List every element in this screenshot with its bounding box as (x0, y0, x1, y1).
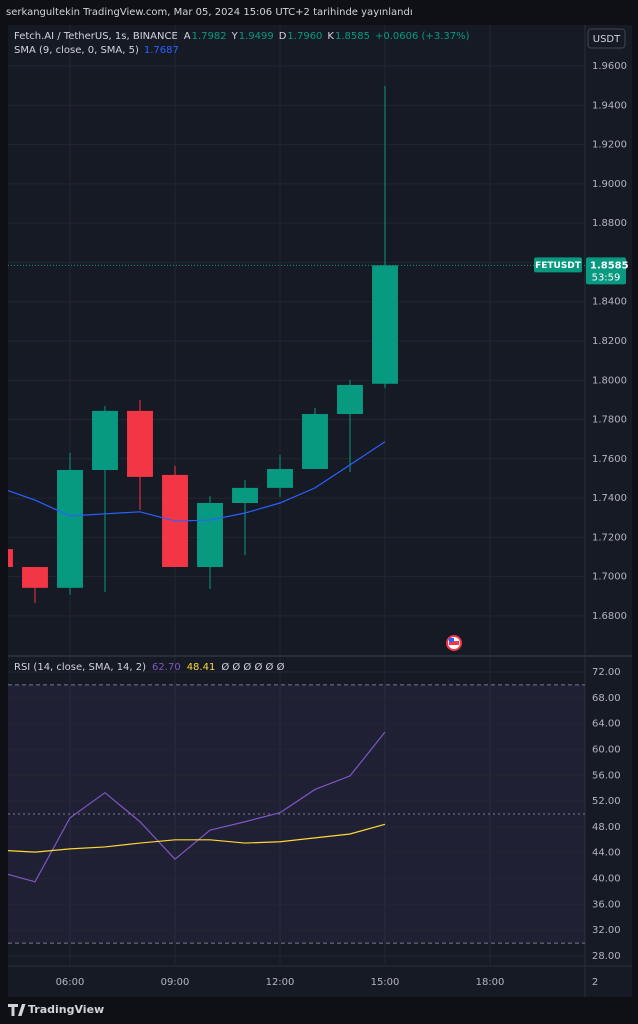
y-tick-label: 1.7800 (592, 415, 627, 426)
sma-line (8, 441, 386, 522)
y-tick-label: 56.00 (592, 770, 621, 781)
ohlc-label: D (279, 31, 287, 42)
y-tick-label: 28.00 (592, 951, 621, 962)
sma-legend-name: SMA (9, close, 0, SMA, 5) (14, 45, 139, 56)
candle-body (232, 487, 258, 503)
rsi-legend-title: RSI (14, close, SMA, 14, 2) (14, 662, 146, 673)
plot (8, 731, 386, 883)
sma-legend-value: 1.7687 (144, 45, 179, 56)
chart-area (8, 25, 632, 997)
rsi-legend-value: 48.41 (187, 662, 216, 673)
currency-button-label[interactable]: USDT (593, 34, 621, 45)
brand: TradingView (8, 1003, 104, 1016)
ohlc-label: Y (231, 31, 239, 42)
y-tick-label: 36.00 (592, 899, 621, 910)
y-tick-label: 40.00 (592, 874, 621, 885)
candle-body (57, 470, 83, 588)
y-tick-label: 1.7600 (592, 454, 627, 465)
brand-name: TradingView (28, 1003, 104, 1016)
y-tick-label: 1.8800 (592, 218, 627, 229)
rsi-line (8, 731, 386, 883)
x-tick-label: 06:00 (56, 977, 85, 988)
y-tick-label: 1.7200 (592, 532, 627, 543)
publish-note: serkangultekin TradingView.com, Mar 05, … (6, 7, 413, 18)
ohlc-label: K (327, 31, 334, 42)
symbol-tag (534, 257, 582, 273)
symbol-tag-label: FETUSDT (535, 261, 582, 271)
candle-body (337, 384, 363, 415)
price-tag-value: 1.8585 (590, 260, 629, 271)
ohlc-value: 1.9499 (239, 31, 274, 42)
candle-body (267, 469, 293, 488)
x-tick-label: 2 (592, 977, 598, 988)
y-tick-label: 64.00 (592, 719, 621, 730)
y-tick-label: 72.00 (592, 667, 621, 678)
candle-body (127, 410, 153, 477)
y-tick-label: 68.00 (592, 693, 621, 704)
rsi-line (8, 823, 386, 853)
x-tick-label: 12:00 (266, 977, 295, 988)
candle-body (22, 567, 48, 588)
y-tick-label: 1.7400 (592, 493, 627, 504)
price-tag (586, 257, 626, 285)
y-tick-label: 32.00 (592, 925, 621, 936)
plot (8, 85, 585, 603)
y-tick-label: 48.00 (592, 822, 621, 833)
y-tick-label: 52.00 (592, 796, 621, 807)
y-tick-label: 1.8400 (592, 297, 627, 308)
y-tick-label: 1.8200 (592, 336, 627, 347)
ohlc-value: 1.7960 (287, 31, 322, 42)
candle-body (372, 265, 398, 384)
rsi-legend-extra: Ø Ø Ø Ø Ø Ø (221, 661, 284, 673)
y-tick-label: 1.6800 (592, 611, 627, 622)
legend-title: Fetch.AI / TetherUS, 1s, BINANCE (14, 31, 178, 42)
y-tick-label: 1.9000 (592, 179, 627, 190)
currency-button[interactable] (587, 28, 626, 49)
candle-body (197, 502, 223, 568)
candle-body (92, 410, 118, 471)
y-tick-label: 1.9200 (592, 140, 627, 151)
x-tick-label: 09:00 (161, 977, 190, 988)
candle-body (302, 414, 328, 470)
rsi-legend-value: 62.70 (152, 662, 181, 673)
x-tick-label: 15:00 (371, 977, 400, 988)
ohlc-label: A (184, 31, 191, 42)
ohlc-value: 1.8585 (335, 31, 370, 42)
candle-body (8, 549, 13, 568)
y-tick-label: 1.9400 (592, 100, 627, 111)
ohlc-value: 1.7982 (192, 31, 227, 42)
y-tick-label: 1.8000 (592, 375, 627, 386)
flag-icon (446, 635, 462, 651)
y-tick-label: 44.00 (592, 848, 621, 859)
y-tick-label: 1.9600 (592, 61, 627, 72)
y-tick-label: 1.7000 (592, 572, 627, 583)
y-tick-label: 60.00 (592, 744, 621, 755)
x-tick-label: 18:00 (476, 977, 505, 988)
price-tag-countdown: 53:59 (592, 272, 621, 283)
change-value: +0.0606 (+3.37%) (375, 31, 470, 42)
